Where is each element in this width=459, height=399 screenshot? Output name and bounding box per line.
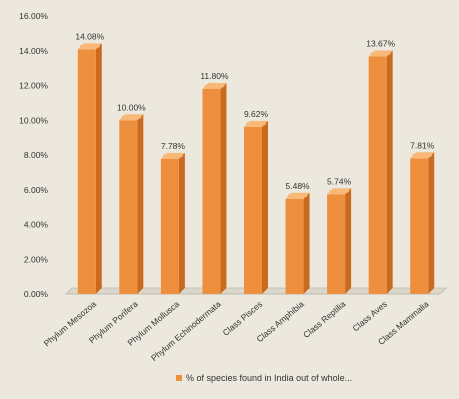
y-tick-label: 16.00% [19,11,48,21]
y-tick-label: 4.00% [24,220,49,230]
y-tick-label: 10.00% [19,115,48,125]
bar-value-label: 9.62% [244,109,269,119]
bar [410,152,435,294]
bars-group: 14.08% 10.00% 7.78% 11.80% 9.62% 5.48% 5.74% 13… [75,31,435,294]
bar-front [244,126,262,294]
bar-cap [246,121,266,127]
y-tick-label: 6.00% [24,185,49,195]
bar-value-label: 13.67% [366,38,395,48]
bar [327,188,352,294]
bar-cap [329,188,350,194]
bar-front [160,158,179,294]
bar-cap [370,50,391,56]
bar-value-label: 10.00% [117,102,146,112]
bar-cap [287,193,308,199]
legend-label: % of species found in India out of whole… [186,373,353,383]
bar-front [202,88,221,294]
y-tick-label: 2.00% [24,254,49,264]
x-tick-label: Class Aves [350,299,389,334]
y-axis: 0.00% 2.00% 4.00% 6.00% 8.00% 10.00% 12.00% 14.… [19,11,48,299]
bar-cap [79,43,100,49]
bar-side [178,152,185,294]
bar [285,192,310,294]
bar-front [410,158,429,294]
bar-side [137,114,144,294]
bar-side [345,188,352,294]
bar-cap [121,114,142,120]
bar-side [262,120,268,294]
bar-value-label: 7.81% [410,140,435,150]
bar-side [95,43,102,294]
bar [77,43,102,294]
x-tick-label: Class Pisces [221,299,265,338]
y-tick-label: 12.00% [19,81,48,91]
bar-front [285,198,304,294]
legend-swatch [176,375,182,381]
bar [202,82,227,294]
bar-value-label: 5.74% [327,176,352,186]
bar-front [368,56,387,294]
y-tick-label: 14.00% [19,46,48,56]
bar-cap [204,83,225,89]
bar [244,120,268,294]
legend: % of species found in India out of whole… [176,373,352,383]
x-tick-label: Class Reptilia [301,299,347,340]
bar-side [428,152,435,294]
y-tick-label: 0.00% [24,289,49,299]
bar-value-label: 11.80% [200,71,229,81]
bar-side [303,192,310,294]
x-tick-label: Phylum Echinodermata [149,299,223,363]
bar-value-label: 14.08% [75,31,104,41]
bar-side [220,82,227,294]
bar-front [119,120,138,294]
bar-cap [412,152,433,158]
bar [160,152,185,294]
bar-front [327,194,346,294]
bar-value-label: 5.48% [286,181,311,191]
bar-side [386,50,393,294]
bar [368,50,393,294]
bar-cap [162,153,183,159]
bar [119,114,144,294]
y-tick-label: 8.00% [24,150,49,160]
bar-value-label: 7.78% [161,141,186,151]
bar-front [77,49,96,294]
